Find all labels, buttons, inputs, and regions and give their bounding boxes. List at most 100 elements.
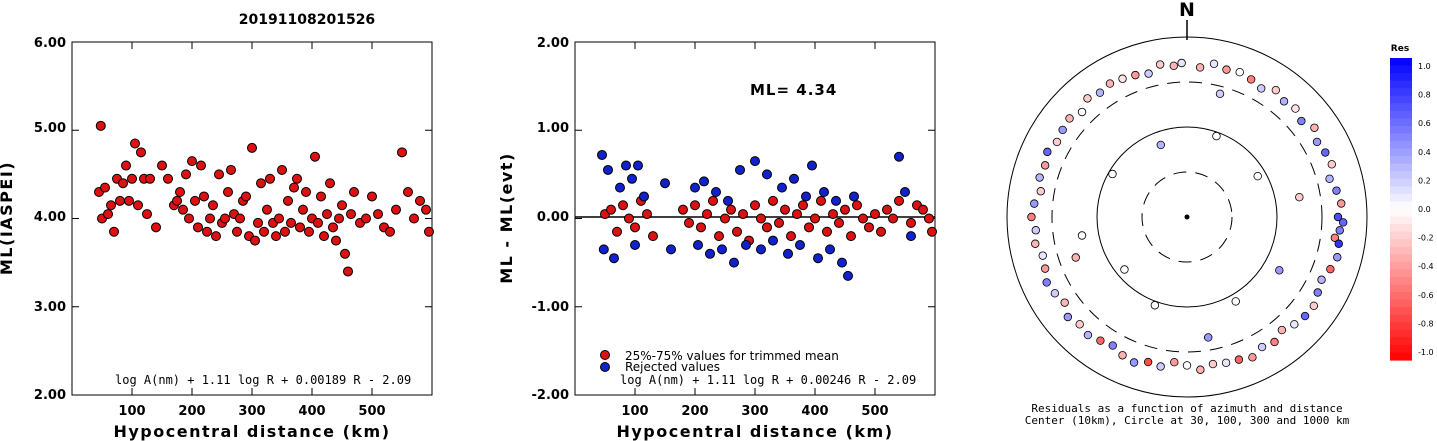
data-point	[624, 213, 634, 224]
data-point	[927, 226, 937, 237]
station-marker	[1208, 359, 1218, 369]
station-marker	[1150, 301, 1160, 310]
data-point	[373, 209, 383, 220]
station-marker	[1209, 59, 1219, 69]
data-point	[106, 200, 116, 211]
data-point	[807, 160, 817, 171]
data-point	[178, 204, 188, 215]
colorbar-tick-label: 1.0	[1418, 62, 1431, 71]
data-point	[648, 231, 658, 242]
x-tick-label: 100	[118, 404, 145, 419]
ml-value-annotation: ML= 4.34	[750, 81, 837, 99]
station-marker	[1313, 288, 1322, 297]
colorbar-cell	[1390, 239, 1412, 248]
data-point	[265, 173, 275, 184]
data-point	[247, 142, 257, 153]
data-point	[286, 217, 296, 228]
data-point	[894, 151, 904, 162]
station-marker	[1071, 253, 1080, 262]
station-marker	[1052, 137, 1062, 147]
data-point	[741, 239, 751, 250]
station-marker	[1234, 355, 1244, 364]
colorbar-cell	[1390, 322, 1412, 331]
station-marker	[1031, 239, 1040, 248]
data-point	[813, 253, 823, 264]
data-point	[103, 209, 113, 220]
station-marker	[1277, 325, 1287, 335]
colorbar-cell	[1390, 186, 1412, 195]
y-tick-label: 5.00	[34, 121, 66, 136]
data-point	[421, 204, 431, 215]
ml-vs-distance-panel: 6.00 5.00 4.00 3.00 2.00 100 200 300 400…	[0, 36, 434, 441]
data-point	[415, 195, 425, 206]
data-point	[142, 209, 152, 220]
data-point	[397, 147, 407, 158]
data-point	[250, 235, 260, 246]
data-point	[750, 156, 760, 167]
data-point	[118, 178, 128, 189]
x-tick-label: 200	[681, 404, 708, 419]
data-point	[346, 209, 356, 220]
data-point	[280, 226, 290, 237]
data-point	[723, 195, 733, 206]
data-point	[598, 244, 609, 255]
data-point	[115, 195, 125, 206]
y-axis-label: ML(IASPEI)	[0, 161, 16, 275]
data-point	[726, 204, 736, 215]
data-point	[310, 151, 320, 162]
station-marker	[1060, 298, 1069, 307]
colorbar-cell	[1390, 133, 1412, 142]
data-point	[837, 257, 847, 268]
data-point	[187, 156, 197, 167]
station-marker	[1195, 63, 1205, 72]
station-marker	[1204, 333, 1213, 342]
data-point	[792, 209, 802, 220]
x-tick-label: 300	[238, 404, 265, 419]
data-point	[888, 213, 898, 224]
colorbar-cell	[1390, 193, 1412, 203]
data-point	[172, 195, 182, 206]
station-marker	[1155, 60, 1165, 69]
colorbar-tick-label: 0.0	[1418, 205, 1431, 214]
data-point	[630, 239, 640, 250]
colorbar-cell	[1390, 352, 1412, 361]
data-point	[882, 204, 892, 215]
data-point	[340, 248, 350, 259]
data-point	[750, 200, 760, 211]
data-point	[424, 226, 434, 237]
x-axis-label: Hypocentral distance (km)	[616, 422, 893, 441]
colorbar-cell	[1390, 269, 1412, 278]
colorbar-cell	[1390, 178, 1412, 187]
y-tick-label: 6.00	[34, 36, 66, 51]
colorbar-cell	[1390, 148, 1412, 157]
colorbar-cell	[1390, 65, 1412, 74]
data-point	[385, 226, 395, 237]
data-point	[151, 222, 161, 233]
x-axis-label: Hypocentral distance (km)	[113, 422, 390, 441]
data-point	[690, 182, 700, 193]
station-marker	[1222, 65, 1231, 74]
colorbar-tick-label: -0.8	[1418, 319, 1434, 328]
station-marker	[1215, 89, 1225, 99]
station-marker	[1312, 137, 1322, 147]
ring-100km	[1096, 126, 1278, 308]
data-point	[328, 222, 338, 233]
colorbar-cell	[1390, 103, 1412, 112]
data-point	[343, 266, 353, 277]
data-point	[717, 244, 727, 255]
data-point	[810, 213, 820, 224]
data-point	[642, 209, 652, 220]
data-point	[801, 191, 811, 202]
data-point	[109, 226, 119, 237]
data-point	[678, 204, 688, 215]
y-tick-label: 0.00	[537, 210, 569, 225]
residual-colorbar: Res 1.0 0.8 0.6 0.4 0.2 0.0 -0.2 -0.4 -0.6 -0.8 -1…	[1390, 44, 1434, 361]
y-tick-label: -1.00	[532, 300, 569, 315]
colorbar-cell	[1390, 201, 1412, 210]
station-marker	[1231, 297, 1240, 306]
station-marker	[1290, 320, 1299, 329]
data-point	[259, 226, 269, 237]
station-marker	[1300, 311, 1310, 321]
colorbar-cell	[1390, 337, 1412, 346]
y-axis-label: ML - ML(evt)	[497, 152, 516, 284]
